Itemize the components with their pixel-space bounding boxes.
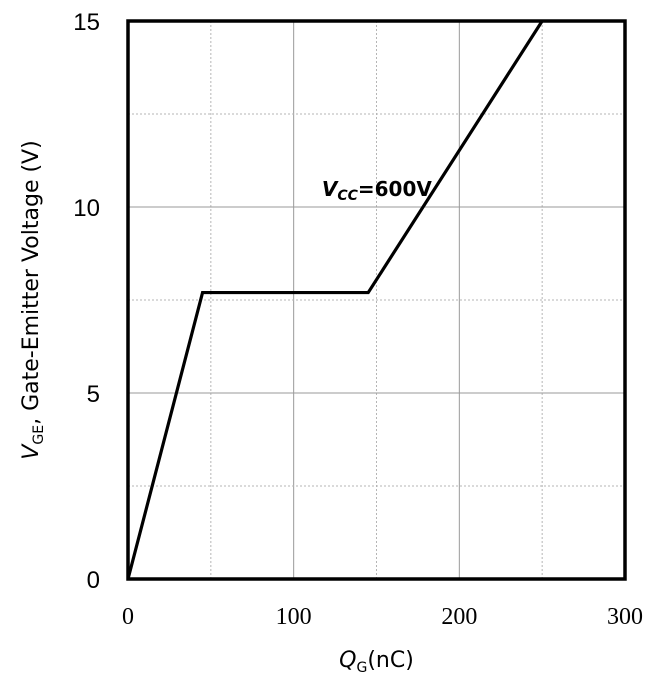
x-axis-label-main: Q: [339, 648, 356, 673]
annotation-sub: CC: [337, 188, 358, 204]
annotation-suffix: =600V: [358, 177, 433, 201]
x-axis-label: QG(nC): [339, 648, 414, 676]
x-tick-label: 0: [122, 604, 134, 630]
annotation-main: V: [322, 177, 339, 201]
vcc-annotation: VCC=600V: [322, 177, 433, 204]
y-tick-label: 15: [73, 9, 100, 36]
series-layer: [126, 20, 544, 580]
x-tick-label: 200: [441, 604, 477, 630]
y-axis-label: VGE, Gate-Emitter Voltage (V): [19, 140, 47, 459]
x-tick-label: 300: [607, 604, 643, 630]
y-axis-label-suffix: , Gate-Emitter Voltage (V): [19, 140, 44, 425]
x-tick-label: 100: [276, 604, 312, 630]
grid-lines: [128, 21, 625, 579]
y-tick-label: 0: [87, 567, 100, 594]
y-axis-label-main: V: [19, 443, 44, 460]
x-axis-label-sub: G: [356, 660, 367, 676]
series-line-0: [126, 20, 544, 580]
y-tick-label: 10: [73, 195, 100, 222]
tick-labels: 0 100 200 300 0 5 10 15: [73, 9, 643, 630]
y-tick-label: 5: [87, 381, 100, 408]
plot-frame: [126, 19, 627, 581]
y-axis-label-sub: GE: [31, 425, 47, 445]
x-axis-label-suffix: (nC): [367, 648, 413, 673]
